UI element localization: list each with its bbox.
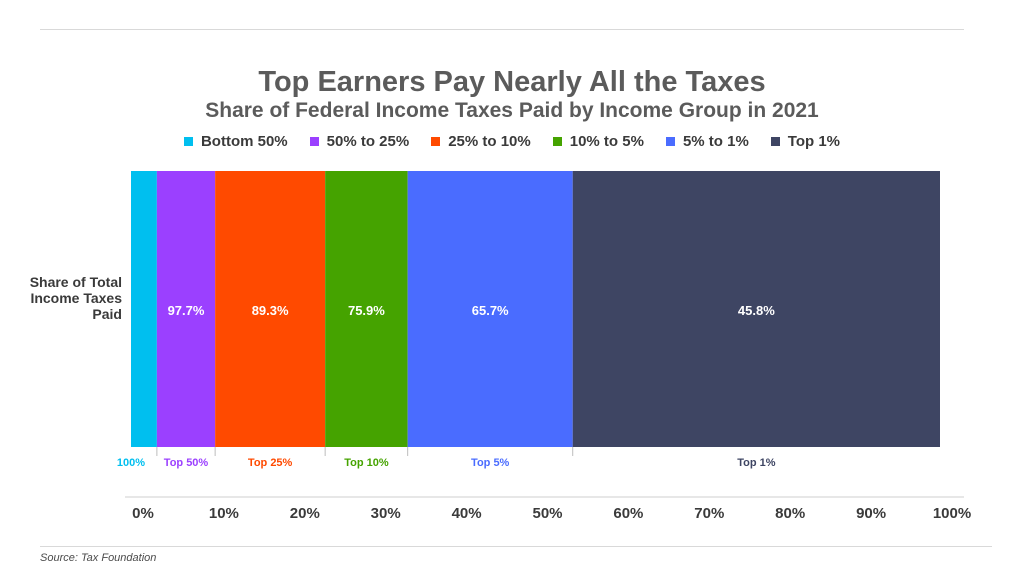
row-label: Share of Total Income Taxes Paid bbox=[29, 274, 122, 322]
legend-item: Top 1% bbox=[770, 133, 841, 150]
x-tick-label: 70% bbox=[694, 505, 724, 522]
chart-subtitle: Share of Federal Income Taxes Paid by In… bbox=[205, 99, 819, 122]
group-label: Top 10% bbox=[344, 457, 389, 469]
legend-label: Bottom 50% bbox=[200, 133, 288, 150]
group-label: Top 1% bbox=[737, 457, 776, 469]
legend-swatch bbox=[431, 137, 441, 146]
segment-label: 97.7% bbox=[168, 303, 205, 318]
x-tick-label: 80% bbox=[775, 505, 805, 522]
x-tick-label: 100% bbox=[933, 505, 971, 522]
x-tick-label: 30% bbox=[371, 505, 401, 522]
legend-label: 50% to 25% bbox=[326, 133, 410, 150]
bar-segment bbox=[131, 171, 157, 447]
source-note: Source: Tax Foundation bbox=[40, 552, 157, 564]
segment-label: 89.3% bbox=[252, 303, 289, 318]
segment-label: 65.7% bbox=[472, 303, 509, 318]
legend-swatch bbox=[183, 137, 193, 146]
legend-label: 10% to 5% bbox=[569, 133, 644, 150]
group-label: 100% bbox=[117, 457, 145, 469]
legend-item: 50% to 25% bbox=[309, 133, 410, 150]
bar-segment bbox=[215, 171, 326, 447]
legend-swatch bbox=[309, 137, 319, 146]
x-tick-label: 0% bbox=[132, 505, 154, 522]
legend-label: Top 1% bbox=[787, 133, 841, 150]
segment-label: 45.8% bbox=[738, 303, 775, 318]
bar-segment bbox=[572, 171, 940, 447]
segment-label: 75.9% bbox=[348, 303, 385, 318]
group-label: Top 5% bbox=[471, 457, 510, 469]
x-tick-label: 40% bbox=[452, 505, 482, 522]
legend-label: 25% to 10% bbox=[448, 133, 531, 150]
bar-segment bbox=[407, 171, 573, 447]
x-tick-label: 20% bbox=[290, 505, 320, 522]
group-label: Top 25% bbox=[248, 457, 293, 469]
group-label: Top 50% bbox=[164, 457, 209, 469]
legend: Bottom 50% 50% to 25% 25% to 10% 10% to 5% 5… bbox=[0, 133, 1024, 150]
legend-item: Bottom 50% bbox=[183, 133, 288, 150]
legend-item: 5% to 1% bbox=[665, 133, 749, 150]
legend-item: 10% to 5% bbox=[552, 133, 644, 150]
x-tick-label: 10% bbox=[209, 505, 239, 522]
x-tick-label: 50% bbox=[532, 505, 562, 522]
chart-title: Top Earners Pay Nearly All the Taxes bbox=[258, 66, 766, 98]
legend-swatch bbox=[552, 137, 562, 146]
legend-label: 5% to 1% bbox=[682, 133, 749, 150]
bar-segment bbox=[325, 171, 408, 447]
x-tick-label: 60% bbox=[613, 505, 643, 522]
x-tick-label: 90% bbox=[856, 505, 886, 522]
legend-swatch bbox=[665, 137, 675, 146]
legend-swatch bbox=[770, 137, 780, 146]
bottom-divider bbox=[40, 546, 992, 547]
legend-item: 25% to 10% bbox=[431, 133, 531, 150]
bar-segment bbox=[156, 171, 216, 447]
top-divider bbox=[40, 29, 964, 30]
